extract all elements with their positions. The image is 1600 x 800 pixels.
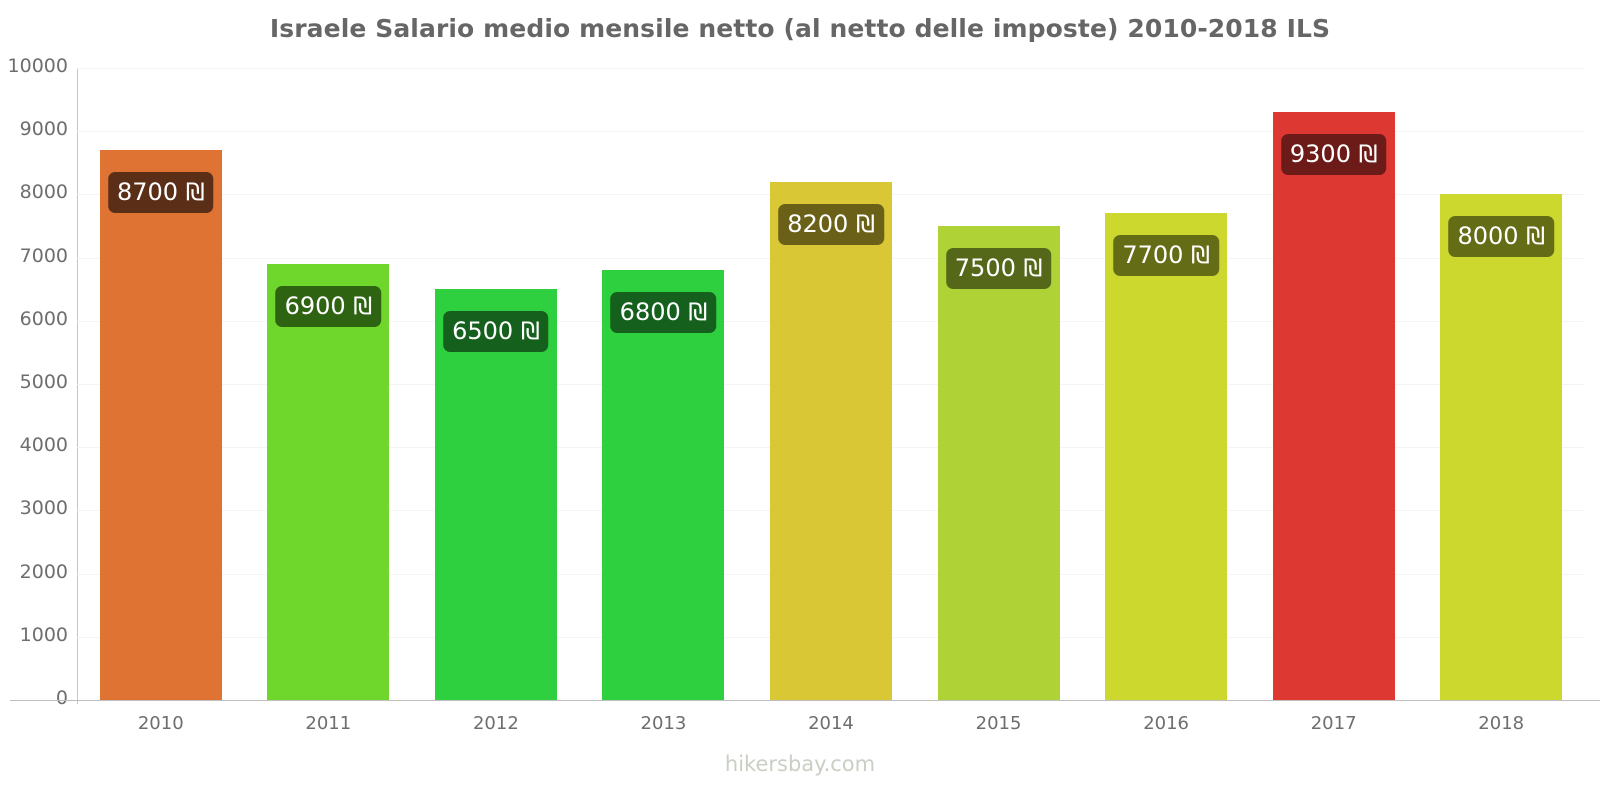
- bar-value-label: 6500 ₪: [443, 311, 549, 353]
- x-axis-tick-label: 2016: [1143, 713, 1189, 734]
- y-axis-tick-label: 8000: [19, 181, 68, 204]
- gridline: [77, 131, 1585, 133]
- y-axis-tick-label: 9000: [19, 118, 68, 141]
- bar[interactable]: [937, 226, 1060, 700]
- gridline: [77, 68, 1585, 69]
- y-axis-tick-label: 5000: [19, 371, 68, 393]
- bar[interactable]: [602, 270, 725, 700]
- bar[interactable]: [1440, 194, 1563, 700]
- y-axis-tick-label: 7000: [19, 244, 68, 267]
- bar[interactable]: [267, 263, 390, 700]
- y-axis-tick-label: 1000: [19, 623, 68, 646]
- bar-group[interactable]: 7500 ₪: [937, 68, 1060, 700]
- y-axis-tick-label: 0: [55, 687, 68, 709]
- bar-value-label: 9300 ₪: [1280, 134, 1387, 176]
- x-axis-tick-label: 2014: [808, 713, 854, 734]
- chart-footer-source: hikersbay.com: [724, 752, 876, 776]
- bar-value-label: 8700 ₪: [108, 172, 214, 214]
- y-axis-line: [77, 68, 78, 704]
- y-axis-tick-label: 4000: [19, 434, 68, 457]
- bar[interactable]: [770, 181, 892, 700]
- bar-group[interactable]: 6500 ₪: [434, 68, 557, 700]
- bar-group[interactable]: 8000 ₪: [1440, 68, 1563, 700]
- bar[interactable]: [99, 150, 222, 700]
- y-axis-tick-label: 10000: [7, 55, 68, 77]
- x-axis-tick-label: 2011: [305, 713, 352, 734]
- bar-value-label: 7700 ₪: [1113, 235, 1219, 277]
- chart-title: Israele Salario medio mensile netto (al …: [269, 14, 1331, 43]
- y-axis-tick-labels: 10000 9000 8000 7000 6000 5000 4000 3000 2000 100…: [0, 0, 68, 800]
- x-axis-tick-label: 2013: [640, 713, 687, 734]
- bar-group[interactable]: 6800 ₪: [602, 68, 725, 700]
- gridline: [77, 700, 1585, 701]
- x-axis-tick-label: 2017: [1310, 713, 1357, 734]
- bar-group[interactable]: 8700 ₪: [99, 68, 222, 700]
- bar-group[interactable]: 9300 ₪: [1272, 68, 1395, 700]
- bar-group[interactable]: 7700 ₪: [1105, 68, 1228, 700]
- x-axis-tick-label: 2018: [1478, 713, 1525, 734]
- bar-value-label: 7500 ₪: [945, 248, 1052, 289]
- y-axis-tick-label: 3000: [19, 497, 68, 520]
- bar-value-label: 8200 ₪: [778, 203, 884, 245]
- x-axis-tick-labels: 2010 2011 2012 2013 2014 2015 2016 2017 2018: [77, 713, 1585, 743]
- bar[interactable]: [1272, 112, 1395, 700]
- bar[interactable]: [434, 289, 557, 700]
- x-axis-tick-label: 2012: [472, 713, 519, 734]
- bar-value-label: 8000 ₪: [1448, 216, 1554, 258]
- bar[interactable]: [1105, 213, 1228, 700]
- y-axis-tick-label: 6000: [19, 307, 68, 330]
- bar-group[interactable]: 8200 ₪: [770, 68, 892, 700]
- y-axis-tick-label: 2000: [19, 560, 68, 583]
- bar-value-label: 6900 ₪: [275, 285, 382, 327]
- bar-group[interactable]: 6900 ₪: [267, 68, 390, 700]
- x-axis-tick-label: 2010: [137, 713, 184, 734]
- x-axis-tick-label: 2015: [975, 713, 1022, 734]
- plot-area: 8700 ₪ 6900 ₪ 6500 ₪ 6800 ₪ 8200 ₪ 7500 ₪ 7700…: [77, 68, 1585, 701]
- bar-value-label: 6800 ₪: [610, 292, 717, 334]
